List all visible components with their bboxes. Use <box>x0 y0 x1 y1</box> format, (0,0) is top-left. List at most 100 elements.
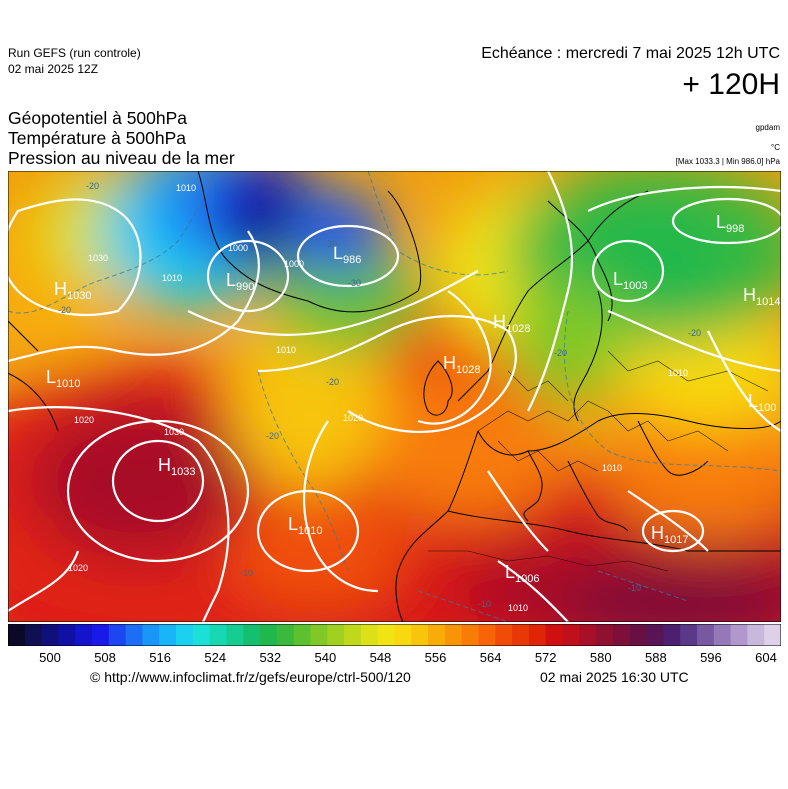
temperature-label: -20 <box>688 328 701 338</box>
pressure-center-label: H1033 <box>158 455 195 478</box>
isobar-label: 1010 <box>176 183 196 193</box>
footer-url: © http://www.infoclimat.fr/z/gefs/europe… <box>90 669 411 685</box>
pressure-center-label: L1010 <box>288 514 323 537</box>
unit-temp: °C <box>771 143 780 152</box>
isobar-label: 1020 <box>68 563 88 573</box>
pressure-center-label: H1014 <box>743 285 780 308</box>
colorbar-swatch <box>478 624 496 646</box>
title-temperature: Température à 500hPa <box>8 128 187 148</box>
colorbar-swatch <box>579 624 597 646</box>
pressure-range: [Max 1033.3 | Min 986.0] hPa <box>675 157 780 166</box>
isobar-label: 1010 <box>668 368 688 378</box>
coastlines <box>8 171 781 622</box>
colorbar-swatch <box>58 624 76 646</box>
colorbar-swatch <box>663 624 681 646</box>
borders <box>428 350 769 572</box>
colorbar-swatch <box>495 624 513 646</box>
temperature-label: -20 <box>554 348 567 358</box>
unit-geopot: gpdam <box>755 123 780 132</box>
colorbar-swatch <box>680 624 698 646</box>
isobar-label: 1010 <box>276 345 296 355</box>
pressure-centers: H1033 L990 L986 L998 L1003 H1028 H1028 H… <box>46 212 780 585</box>
colorbar-swatch <box>260 624 278 646</box>
colorbar-swatch <box>696 624 715 646</box>
temperature-label: -30 <box>324 239 337 249</box>
isobar-label: 1030 <box>88 253 108 263</box>
colorbar-tick-label: 588 <box>644 650 667 665</box>
isobar-labels: 1000 1000 1010 1020 1030 1030 1020 1010 … <box>68 183 688 613</box>
colorbar-swatch <box>461 624 480 646</box>
colorbar-swatch <box>176 624 194 646</box>
colorbar-swatch <box>747 624 765 646</box>
pressure-center-label: L1006 <box>505 562 540 585</box>
pressure-center-label: L100 <box>748 391 776 414</box>
pressure-center-label: L990 <box>226 270 254 293</box>
temperature-label: -20 <box>86 181 99 191</box>
isobar-label: 1020 <box>343 413 363 423</box>
colorbar-swatch <box>394 624 412 646</box>
colorbar-swatch <box>344 624 362 646</box>
pressure-center-label: L998 <box>716 212 744 235</box>
colorbar-swatch <box>293 624 312 646</box>
temperature-label: -10 <box>478 599 491 609</box>
isobar-label: 1000 <box>284 259 304 269</box>
pressure-center-label: L986 <box>333 243 361 266</box>
pressure-center-label: L1010 <box>46 367 81 390</box>
run-date: 02 mai 2025 12Z <box>8 62 99 76</box>
colorbar-swatch <box>377 624 396 646</box>
colorbar-tick-label: 580 <box>589 650 612 665</box>
colorbar-tick-label: 556 <box>424 650 447 665</box>
colorbar-swatch <box>612 624 631 646</box>
colorbar-swatch <box>428 624 446 646</box>
colorbar-swatch <box>41 624 60 646</box>
colorbar-swatch <box>8 624 26 646</box>
colorbar-tick-label: 516 <box>149 650 171 665</box>
colorbar-tick-label: 508 <box>94 650 116 665</box>
colorbar-tick-label: 604 <box>755 650 777 665</box>
title-geopotential: Géopotentiel à 500hPa <box>8 108 188 128</box>
colorbar-swatch <box>226 624 244 646</box>
colorbar-swatch <box>243 624 261 646</box>
pressure-center-label: H1030 <box>54 279 91 302</box>
isobar-label: 1010 <box>602 463 622 473</box>
pressure-center-label: H1028 <box>443 353 480 376</box>
temperature-labels: -20 -20 -20 -10 -20 -20 -30 -30 -10 -10 … <box>58 181 701 609</box>
colorbar-swatch <box>125 624 144 646</box>
colorbar-swatch <box>512 624 530 646</box>
colorbar-tick-label: 500 <box>39 650 61 665</box>
isobar-label: 1010 <box>162 273 182 283</box>
isobar-label: 1030 <box>164 427 184 437</box>
temperature-label: -20 <box>326 377 339 387</box>
colorbar <box>8 624 781 646</box>
colorbar-tick-label: 596 <box>700 650 722 665</box>
weather-map: H1033 L990 L986 L998 L1003 H1028 H1028 H… <box>8 171 781 622</box>
isotherms <box>8 171 781 622</box>
temperature-label: -20 <box>58 305 71 315</box>
colorbar-swatch <box>444 624 463 646</box>
colorbar-swatch <box>596 624 614 646</box>
isobar-label: 1010 <box>508 603 528 613</box>
colorbar-swatch <box>159 624 177 646</box>
colorbar-swatch <box>276 624 295 646</box>
temperature-label: -10 <box>240 568 253 578</box>
echeance: Echéance : mercredi 7 mai 2025 12h UTC <box>481 45 780 62</box>
colorbar-swatch <box>209 624 228 646</box>
colorbar-tick-label: 540 <box>314 650 337 665</box>
pressure-center-label: H1017 <box>651 523 688 546</box>
footer-issued: 02 mai 2025 16:30 UTC <box>540 669 689 685</box>
colorbar-swatch <box>142 624 160 646</box>
colorbar-swatch <box>545 624 564 646</box>
temperature-label: -30 <box>348 278 361 288</box>
colorbar-swatch <box>562 624 580 646</box>
colorbar-swatch <box>730 624 748 646</box>
isobar-label: 1000 <box>228 243 248 253</box>
temperature-label: -20 <box>266 431 279 441</box>
colorbar-swatch <box>75 624 93 646</box>
pressure-center-label: H1028 <box>493 312 530 335</box>
colorbar-swatch <box>310 624 328 646</box>
isobars <box>8 171 781 622</box>
run-label: Run GEFS (run controle) <box>8 46 141 60</box>
colorbar-tick-label: 532 <box>259 650 282 665</box>
colorbar-swatch <box>646 624 664 646</box>
colorbar-swatch <box>108 624 127 646</box>
